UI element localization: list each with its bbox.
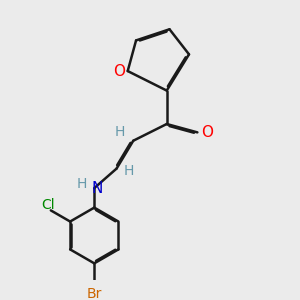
Text: Cl: Cl (41, 198, 55, 212)
Text: H: H (114, 125, 124, 140)
Text: H: H (76, 177, 87, 191)
Text: H: H (124, 164, 134, 178)
Text: N: N (92, 181, 103, 196)
Text: O: O (201, 125, 213, 140)
Text: O: O (113, 64, 125, 79)
Text: Br: Br (87, 287, 102, 300)
